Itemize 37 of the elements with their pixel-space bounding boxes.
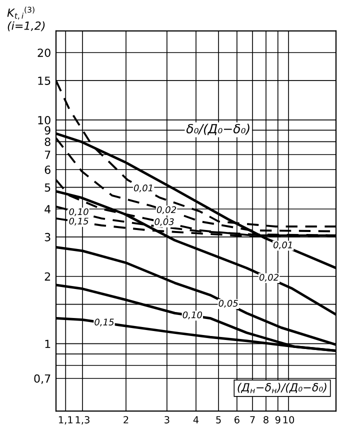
x-tick-label: 3 <box>164 416 170 424</box>
x-tick-label: 1,1 <box>58 416 72 424</box>
series-label: 0,10 <box>182 311 202 320</box>
x-tick-label: 8 <box>264 416 268 424</box>
x-tick-label: 4 <box>193 416 199 424</box>
x-tick-label: 6 <box>234 416 240 424</box>
series-label: 0,02 <box>259 274 279 282</box>
series-label: 0,15 <box>94 318 114 326</box>
y-tick-label: 1 <box>45 340 50 348</box>
y-tick-label: 15 <box>38 76 50 85</box>
x-tick-label: 5 <box>216 416 221 424</box>
series-label: 0,02 <box>156 206 176 214</box>
x-axis-title: (Д$_{н}$−δ$_{н}$)/(Д₀−δ₀) <box>238 382 326 394</box>
y-tick-label: 8 <box>44 138 50 146</box>
y-tick-label: 4 <box>44 205 51 214</box>
y-axis-title: K$_{t,i}$$^{(3)}$ (i=1,2) <box>7 6 45 32</box>
series-label: 0,01 <box>274 241 292 250</box>
y-tick-label: 9 <box>44 126 50 135</box>
x-tick-label: 2 <box>124 416 128 424</box>
x-tick-label: 10 <box>283 416 294 424</box>
x-tick-label: 7 <box>250 416 255 424</box>
y-tick-label: 6 <box>44 166 50 174</box>
series-label: 0,15 <box>69 218 88 226</box>
x-tick-label: 9 <box>275 416 280 424</box>
x-tick-label: 1,3 <box>76 416 90 424</box>
y-tick-label: 0,7 <box>34 374 50 384</box>
series-label: 0,05 <box>218 300 238 308</box>
y-tick-label: 10 <box>38 116 50 124</box>
series-label: 0,10 <box>69 208 88 216</box>
y-tick-label: 3 <box>44 232 50 242</box>
series-label: 0,03 <box>154 218 174 226</box>
y-tick-label: 7 <box>44 150 50 159</box>
y-tick-label: 2 <box>44 272 50 281</box>
series-label: 0,01 <box>134 184 152 192</box>
annotation: δ₀/(Д₀−δ₀) <box>186 124 250 136</box>
y-tick-label: 5 <box>44 183 50 192</box>
y-tick-label: 20 <box>38 48 50 57</box>
